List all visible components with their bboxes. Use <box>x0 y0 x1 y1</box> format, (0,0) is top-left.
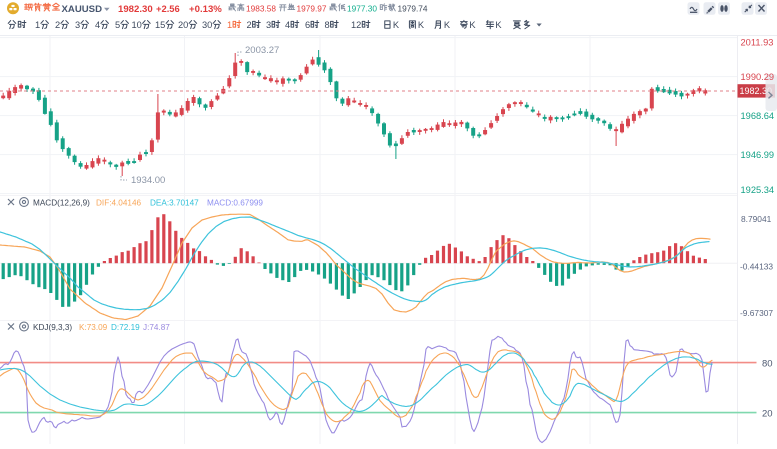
svg-text:1979.74: 1979.74 <box>398 3 428 13</box>
svg-text:1946.99: 1946.99 <box>741 150 775 160</box>
svg-text:4: 4 <box>285 20 290 30</box>
svg-text:20: 20 <box>178 20 188 30</box>
svg-text:4: 4 <box>95 20 100 30</box>
svg-text:-9.67307: -9.67307 <box>740 308 773 318</box>
svg-text:2003.27: 2003.27 <box>245 45 279 56</box>
svg-text:1: 1 <box>227 20 232 30</box>
svg-text:8.79041: 8.79041 <box>741 214 772 224</box>
svg-text:MACD:0.67999: MACD:0.67999 <box>207 199 263 208</box>
svg-text:1990.29: 1990.29 <box>741 72 775 82</box>
svg-text:2: 2 <box>247 20 252 30</box>
svg-text:DIF:4.04146: DIF:4.04146 <box>96 199 142 208</box>
svg-text:15: 15 <box>155 20 165 30</box>
svg-text:5: 5 <box>115 20 120 30</box>
svg-text:20: 20 <box>762 408 773 419</box>
svg-text:1925.34: 1925.34 <box>741 185 775 195</box>
svg-text:3: 3 <box>266 20 271 30</box>
svg-text:1: 1 <box>35 20 40 30</box>
svg-text:K: K <box>418 20 425 30</box>
svg-text:KDJ(9,3,3): KDJ(9,3,3) <box>33 323 72 332</box>
svg-text:2011.93: 2011.93 <box>741 37 774 47</box>
svg-text:K: K <box>495 20 502 30</box>
svg-text:80: 80 <box>762 358 773 369</box>
svg-text:1979.97: 1979.97 <box>297 3 327 13</box>
svg-text:1982.30: 1982.30 <box>118 4 153 15</box>
svg-text:XAUUSD: XAUUSD <box>62 4 103 15</box>
svg-text:1977.30: 1977.30 <box>347 3 377 13</box>
svg-text:K: K <box>444 20 451 30</box>
svg-text:12: 12 <box>351 20 361 30</box>
svg-text:D:72.19: D:72.19 <box>111 323 140 332</box>
svg-text:6: 6 <box>305 20 310 30</box>
svg-text:+0.13%: +0.13% <box>189 4 222 15</box>
svg-text:K:73.09: K:73.09 <box>79 323 108 332</box>
svg-text:2: 2 <box>55 20 60 30</box>
svg-text:K: K <box>469 20 476 30</box>
svg-text:DEA:3.70147: DEA:3.70147 <box>150 199 199 208</box>
svg-text:1934.00: 1934.00 <box>131 175 165 186</box>
svg-text:3: 3 <box>75 20 80 30</box>
svg-text:MACD(12,26,9): MACD(12,26,9) <box>33 199 90 208</box>
svg-text:-0.44133: -0.44133 <box>740 262 773 272</box>
svg-text:1983.58: 1983.58 <box>246 3 276 13</box>
svg-text:+2.56: +2.56 <box>156 3 180 14</box>
svg-text:30: 30 <box>202 20 212 30</box>
svg-text:K: K <box>393 20 400 30</box>
svg-text:1968.64: 1968.64 <box>741 111 775 121</box>
svg-text:J:74.87: J:74.87 <box>143 323 170 332</box>
svg-text:10: 10 <box>132 20 142 30</box>
svg-text:8: 8 <box>325 20 330 30</box>
